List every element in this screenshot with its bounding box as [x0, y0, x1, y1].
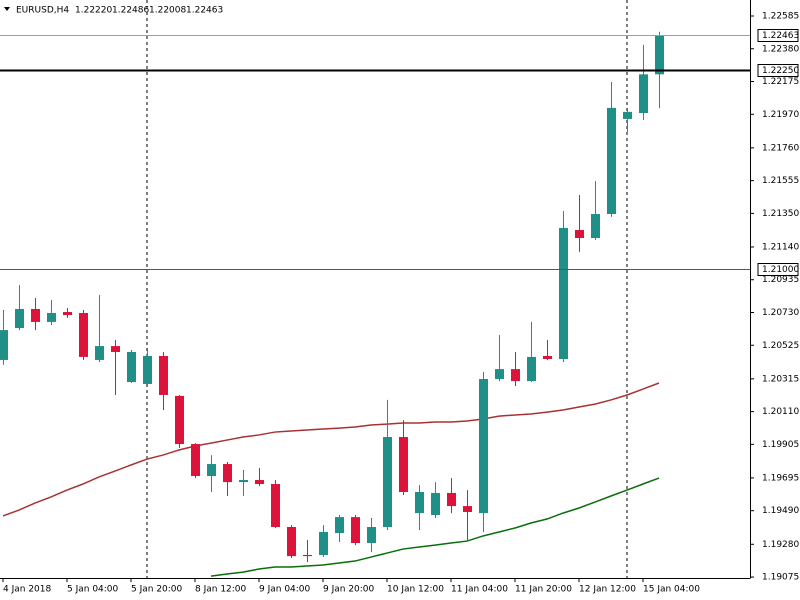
y-tick-label: 1.21350 — [762, 209, 799, 219]
moving-average — [2, 382, 660, 517]
candle-body — [143, 355, 152, 384]
price-label-box — [757, 29, 799, 42]
x-tick-label: 10 Jan 12:00 — [387, 585, 444, 595]
y-tick-label: 1.20315 — [762, 374, 799, 384]
y-tick-label: 1.22175 — [762, 77, 799, 87]
y-tick-label: 1.21760 — [762, 143, 799, 153]
y-tick-label: 1.20525 — [762, 341, 799, 351]
x-tick-label: 15 Jan 04:00 — [643, 585, 700, 595]
candle-body — [79, 312, 88, 357]
x-tick-label: 8 Jan 12:00 — [195, 585, 247, 595]
y-tick-label: 1.22585 — [762, 11, 799, 21]
x-tick-label: 11 Jan 04:00 — [451, 585, 508, 595]
x-tick-label: 9 Jan 04:00 — [259, 585, 311, 595]
y-tick-label: 1.20110 — [762, 407, 799, 417]
price-label: 1.22463 — [762, 31, 799, 41]
candle-body — [111, 346, 120, 352]
y-tick-label: 1.19905 — [762, 440, 799, 450]
candle-body — [15, 308, 24, 329]
candle-body — [127, 351, 136, 383]
x-tick-label: 9 Jan 20:00 — [323, 585, 375, 595]
y-tick-label: 1.19490 — [762, 506, 799, 516]
candle-body — [351, 517, 360, 543]
candle-body — [655, 35, 664, 75]
y-tick-label: 1.19695 — [762, 473, 799, 483]
candle-body — [367, 527, 376, 543]
price-label: 1.22250 — [762, 66, 799, 76]
candle-body — [319, 531, 328, 555]
candle-body — [559, 227, 568, 360]
price-label: 1.21000 — [762, 265, 799, 275]
header-value: 1.22008 — [149, 6, 186, 16]
candle-body — [415, 492, 424, 514]
candle-body — [495, 369, 504, 379]
candle-body — [303, 554, 312, 557]
candle-body — [591, 214, 600, 239]
candle-body — [431, 492, 440, 516]
x-tick-label: 4 Jan 2018 — [3, 585, 51, 595]
candle-body — [223, 464, 232, 483]
x-tick-label: 5 Jan 04:00 — [67, 585, 119, 595]
candle-body — [463, 506, 472, 512]
candle-body — [383, 437, 392, 528]
x-tick-label: 11 Jan 20:00 — [515, 585, 572, 595]
candle-body — [527, 356, 536, 382]
y-tick-label: 1.21970 — [762, 110, 799, 120]
price-label-box — [757, 263, 799, 276]
x-tick-label: 12 Jan 12:00 — [579, 585, 636, 595]
menu-arrow[interactable] — [4, 7, 10, 11]
candle-body — [287, 527, 296, 557]
candle-body — [31, 308, 40, 322]
candle-body — [47, 312, 56, 322]
candle-body — [191, 444, 200, 477]
candle-body — [511, 369, 520, 382]
y-tick-label: 1.19075 — [762, 573, 799, 583]
candle-body — [335, 517, 344, 534]
candle-body — [159, 355, 168, 395]
candle-body — [239, 480, 248, 483]
candle-body — [543, 355, 552, 360]
y-tick-label: 1.21140 — [762, 242, 799, 252]
candle-body — [639, 74, 648, 114]
candle-body — [207, 464, 216, 477]
candle-body — [479, 378, 488, 514]
price-label-box — [757, 64, 799, 77]
candle-body — [95, 346, 104, 360]
candle-body — [623, 111, 632, 119]
header-value: 1.22486 — [112, 6, 149, 16]
y-tick-label: 1.20730 — [762, 308, 799, 318]
candle-body — [575, 230, 584, 239]
y-tick-label: 1.21555 — [762, 176, 799, 186]
candle-body — [607, 107, 616, 215]
y-tick-label: 1.19280 — [762, 540, 799, 550]
candle-body — [0, 330, 8, 360]
moving-average — [210, 477, 660, 577]
candle-body — [271, 484, 280, 528]
x-tick-label: 5 Jan 20:00 — [131, 585, 183, 595]
y-tick-label: 1.20935 — [762, 275, 799, 285]
candle-body — [447, 492, 456, 507]
header-value: 1.22220 — [75, 6, 112, 16]
candle-body — [63, 312, 72, 316]
header-value: 1.22463 — [186, 6, 223, 16]
candle-body — [175, 395, 184, 445]
chart-title: EURUSD,H4 — [16, 6, 69, 16]
candle-body — [399, 437, 408, 493]
candle-body — [255, 480, 264, 485]
y-tick-label: 1.22380 — [762, 44, 799, 54]
